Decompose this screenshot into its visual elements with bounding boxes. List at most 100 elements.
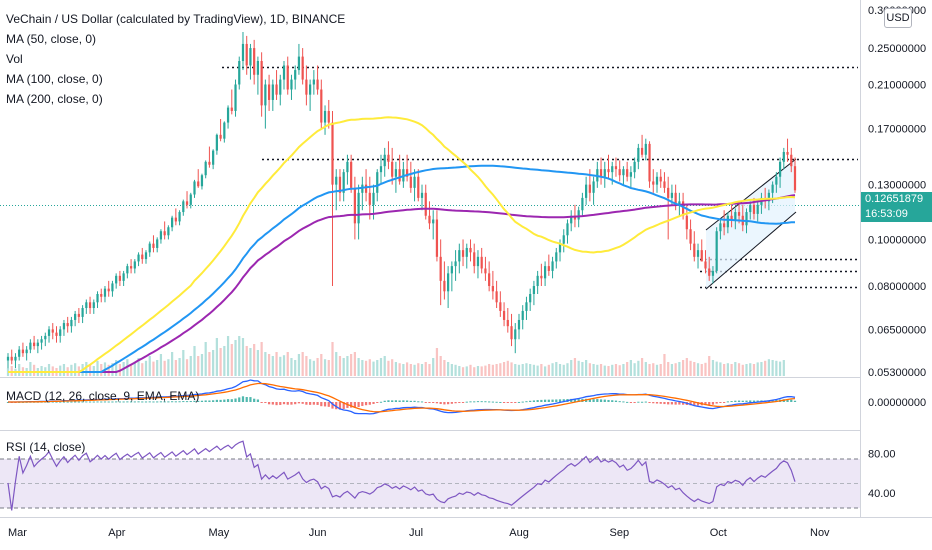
rsi-tick-label: 80.00 bbox=[868, 449, 896, 461]
ma200-line bbox=[8, 194, 796, 373]
volume-bar bbox=[398, 363, 401, 376]
candle-body bbox=[282, 65, 286, 80]
time-tick-label: Aug bbox=[509, 527, 529, 539]
rsi-line bbox=[7, 440, 796, 511]
volume-bar bbox=[670, 364, 674, 376]
legend-ma200[interactable]: MA (200, close, 0) bbox=[6, 92, 103, 106]
candle-body bbox=[88, 302, 92, 309]
candle-body bbox=[476, 256, 480, 267]
volume-bar bbox=[335, 352, 338, 376]
current-price-value: 0.12651879 bbox=[865, 193, 924, 205]
candle-body bbox=[178, 212, 181, 222]
legend-vol[interactable]: Vol bbox=[6, 52, 23, 66]
volume-bar bbox=[70, 364, 73, 376]
candle-body bbox=[693, 243, 696, 257]
macd-histogram-bar bbox=[62, 401, 66, 403]
candle-body bbox=[525, 302, 528, 311]
candle-body bbox=[230, 107, 233, 111]
volume-bar bbox=[749, 363, 752, 376]
candle-body bbox=[115, 275, 118, 284]
currency-badge[interactable]: USD bbox=[884, 8, 912, 28]
macd-histogram-bar bbox=[447, 402, 450, 405]
candle-body bbox=[420, 192, 424, 198]
macd-histogram-bar bbox=[678, 402, 681, 405]
candle-body bbox=[137, 254, 140, 262]
macd-histogram-bar bbox=[264, 402, 267, 403]
candle-body bbox=[167, 227, 170, 236]
macd-histogram-bar bbox=[681, 402, 685, 405]
candle-body bbox=[793, 166, 797, 191]
macd-histogram-bar bbox=[159, 401, 163, 403]
macd-histogram-bar bbox=[532, 400, 536, 402]
time-tick-label: Mar bbox=[8, 527, 27, 539]
price-tick-label: 0.05300000 bbox=[868, 367, 926, 379]
legend-ma50[interactable]: MA (50, close, 0) bbox=[6, 32, 97, 46]
macd-histogram-bar bbox=[734, 400, 737, 402]
volume-bar bbox=[476, 366, 480, 376]
macd-histogram-bar bbox=[432, 402, 435, 403]
volume-bar bbox=[376, 360, 379, 376]
candle-body bbox=[21, 349, 25, 354]
volume-bar bbox=[256, 350, 260, 376]
candle-body bbox=[376, 172, 379, 193]
volume-bar bbox=[163, 360, 166, 376]
volume-bar bbox=[230, 344, 233, 376]
candle-body bbox=[14, 356, 17, 361]
macd-histogram-bar bbox=[521, 401, 524, 403]
volume-bar bbox=[737, 363, 741, 376]
candle-body bbox=[350, 161, 353, 188]
macd-histogram-bar bbox=[648, 402, 651, 403]
volume-bar bbox=[640, 358, 644, 376]
legend-macd[interactable]: MACD (12, 26, close, 9, EMA, EMA) bbox=[6, 389, 200, 403]
candle-body bbox=[215, 134, 218, 151]
macd-histogram-bar bbox=[327, 402, 330, 407]
macd-histogram-bar bbox=[741, 400, 744, 402]
macd-histogram-bar bbox=[659, 402, 662, 404]
volume-bar bbox=[18, 364, 21, 376]
macd-histogram-bar bbox=[626, 401, 629, 403]
macd-pane bbox=[6, 379, 797, 415]
candle-body bbox=[100, 294, 103, 297]
volume-bar bbox=[432, 358, 435, 376]
volume-bar bbox=[294, 360, 297, 376]
price-tick-label: 0.17000000 bbox=[868, 124, 926, 136]
candle-body bbox=[346, 161, 349, 173]
candle-body bbox=[290, 79, 293, 90]
volume-bar bbox=[59, 365, 62, 376]
candle-body bbox=[294, 70, 297, 80]
volume-bar bbox=[323, 359, 327, 376]
candle-body bbox=[335, 176, 338, 185]
macd-histogram-bar bbox=[540, 399, 543, 402]
macd-histogram-bar bbox=[480, 401, 483, 403]
macd-histogram-bar bbox=[484, 401, 487, 403]
legend-ma100[interactable]: MA (100, close, 0) bbox=[6, 72, 103, 86]
candle-body bbox=[301, 56, 304, 80]
candle-body bbox=[85, 302, 88, 309]
candle-body bbox=[428, 215, 431, 224]
candle-body bbox=[59, 329, 62, 336]
candle-body bbox=[659, 176, 662, 182]
macd-signal-line bbox=[8, 382, 796, 413]
macd-histogram-bar bbox=[290, 402, 293, 405]
volume-bar bbox=[529, 364, 532, 376]
macd-histogram-bar bbox=[405, 400, 409, 402]
bar-countdown: 16:53:09 bbox=[865, 208, 908, 220]
candle-body bbox=[543, 266, 547, 279]
macd-histogram-bar bbox=[465, 401, 468, 403]
volume-bar bbox=[361, 360, 364, 376]
volume-bar bbox=[238, 336, 241, 376]
macd-histogram-bar bbox=[461, 402, 465, 403]
legend-rsi[interactable]: RSI (14, close) bbox=[6, 440, 86, 454]
volume-bar bbox=[469, 364, 472, 376]
candle-body bbox=[566, 223, 569, 236]
macd-histogram-bar bbox=[253, 398, 256, 402]
candle-body bbox=[208, 161, 211, 165]
volume-bar bbox=[655, 364, 659, 376]
volume-bar bbox=[663, 354, 666, 376]
macd-histogram-bar bbox=[514, 402, 517, 403]
candle-body bbox=[331, 122, 334, 185]
candle-body bbox=[387, 154, 390, 162]
volume-bar bbox=[488, 364, 491, 376]
volume-bar bbox=[667, 362, 670, 376]
